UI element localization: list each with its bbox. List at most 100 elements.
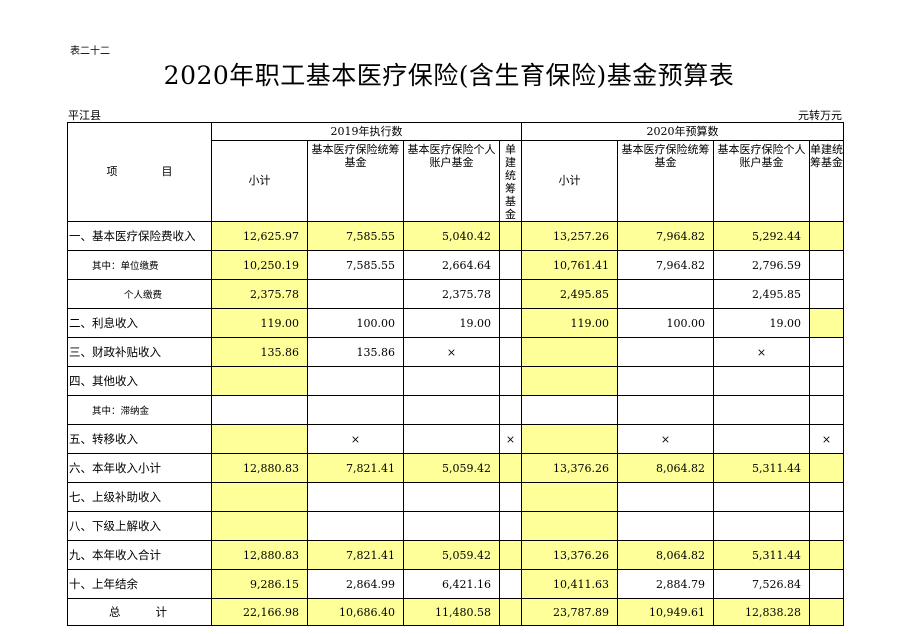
table-cell: 100.00: [307, 308, 404, 338]
table-cell: 22,166.98: [211, 598, 308, 626]
table-cell: [809, 221, 844, 251]
table-cell: [809, 250, 844, 280]
table-row: 七、上级补助收入: [67, 482, 844, 512]
item-column-header: 项 目: [67, 122, 212, 222]
table-cell: 19.00: [713, 308, 810, 338]
table-cell: [713, 482, 810, 512]
table-cell: [211, 482, 308, 512]
table-cell: 12,625.97: [211, 221, 308, 251]
table-cell: 7,585.55: [307, 221, 404, 251]
table-cell: [211, 366, 308, 396]
table-cell: [499, 540, 522, 570]
table-cell: 7,821.41: [307, 453, 404, 483]
table-cell: ×: [307, 424, 404, 454]
budget-table: 项 目 2019年执行数 2020年预算数 小计 基本医疗保险统筹基金 基本医疗…: [67, 122, 844, 626]
table-cell: [499, 598, 522, 626]
table-cell: [617, 279, 714, 309]
table-cell: [499, 279, 522, 309]
col-single-2019: 单建统筹基金: [499, 140, 522, 222]
table-cell: [809, 366, 844, 396]
row-label: 五、转移收入: [67, 424, 212, 454]
table-cell: [499, 308, 522, 338]
table-cell: 9,286.15: [211, 569, 308, 599]
table-cell: [499, 453, 522, 483]
table-cell: 5,311.44: [713, 453, 810, 483]
table-cell: [499, 569, 522, 599]
table-cell: 2,884.79: [617, 569, 714, 599]
table-cell: ×: [499, 424, 522, 454]
table-cell: [617, 337, 714, 367]
table-cell: 7,585.55: [307, 250, 404, 280]
table-cell: 7,526.84: [713, 569, 810, 599]
table-cell: [211, 424, 308, 454]
county-label: 平江县: [68, 109, 101, 122]
table-cell: 2,864.99: [307, 569, 404, 599]
row-label: 总 计: [67, 598, 212, 626]
table-cell: [809, 569, 844, 599]
table-cell: [713, 395, 810, 425]
table-row: 八、下级上解收入: [67, 511, 844, 541]
table-cell: 10,411.63: [521, 569, 618, 599]
table-cell: 13,257.26: [521, 221, 618, 251]
col-pool-2020: 基本医疗保险统筹基金: [617, 140, 714, 222]
row-label: 三、财政补贴收入: [67, 337, 212, 367]
col-personal-2019: 基本医疗保险个人账户基金: [403, 140, 500, 222]
table-cell: [713, 511, 810, 541]
table-cell: 5,059.42: [403, 540, 500, 570]
table-cell: [809, 308, 844, 338]
table-cell: 5,311.44: [713, 540, 810, 570]
table-cell: 12,838.28: [713, 598, 810, 626]
table-cell: 7,964.82: [617, 221, 714, 251]
table-cell: [307, 511, 404, 541]
table-cell: ×: [403, 337, 500, 367]
table-cell: [809, 511, 844, 541]
table-cell: [713, 366, 810, 396]
row-label: 其中：滞纳金: [67, 395, 212, 425]
table-cell: 13,376.26: [521, 453, 618, 483]
table-cell: [521, 366, 618, 396]
table-cell: [809, 279, 844, 309]
table-cell: [521, 424, 618, 454]
table-cell: [521, 511, 618, 541]
table-cell: ×: [809, 424, 844, 454]
col-subtotal-2020: 小计: [521, 140, 618, 222]
table-cell: [617, 366, 714, 396]
table-cell: 10,761.41: [521, 250, 618, 280]
table-cell: [499, 337, 522, 367]
table-cell: 6,421.16: [403, 569, 500, 599]
col-subtotal-2019: 小计: [211, 140, 308, 222]
col-pool-2019: 基本医疗保险统筹基金: [307, 140, 404, 222]
table-cell: [617, 511, 714, 541]
row-label: 个人缴费: [67, 279, 212, 309]
table-cell: [403, 424, 500, 454]
table-cell: 2,664.64: [403, 250, 500, 280]
table-cell: [521, 337, 618, 367]
table-cell: [499, 511, 522, 541]
table-cell: [307, 366, 404, 396]
table-cell: 12,880.83: [211, 540, 308, 570]
table-cell: [307, 482, 404, 512]
table-cell: [307, 395, 404, 425]
table-cell: 100.00: [617, 308, 714, 338]
table-cell: 10,949.61: [617, 598, 714, 626]
table-cell: 8,064.82: [617, 540, 714, 570]
table-cell: [499, 366, 522, 396]
table-cell: [713, 424, 810, 454]
table-row: 一、基本医疗保险费收入 12,625.97 7,585.55 5,040.42 13,2…: [67, 221, 844, 251]
table-cell: 10,250.19: [211, 250, 308, 280]
table-cell: [499, 395, 522, 425]
group-header-2020: 2020年预算数: [521, 122, 844, 141]
table-cell: 11,480.58: [403, 598, 500, 626]
table-cell: [809, 453, 844, 483]
table-cell: 2,495.85: [713, 279, 810, 309]
table-cell: 12,880.83: [211, 453, 308, 483]
row-label: 一、基本医疗保险费收入: [67, 221, 212, 251]
group-header-2019: 2019年执行数: [211, 122, 522, 141]
col-single-2020: 单建统筹基金: [809, 140, 844, 222]
table-cell: [403, 511, 500, 541]
table-cell: [809, 540, 844, 570]
row-label: 十、上年结余: [67, 569, 212, 599]
table-cell: [307, 279, 404, 309]
table-row: 总 计 22,166.98 10,686.40 11,480.58 23,787.89 1…: [67, 598, 844, 626]
row-label: 六、本年收入小计: [67, 453, 212, 483]
